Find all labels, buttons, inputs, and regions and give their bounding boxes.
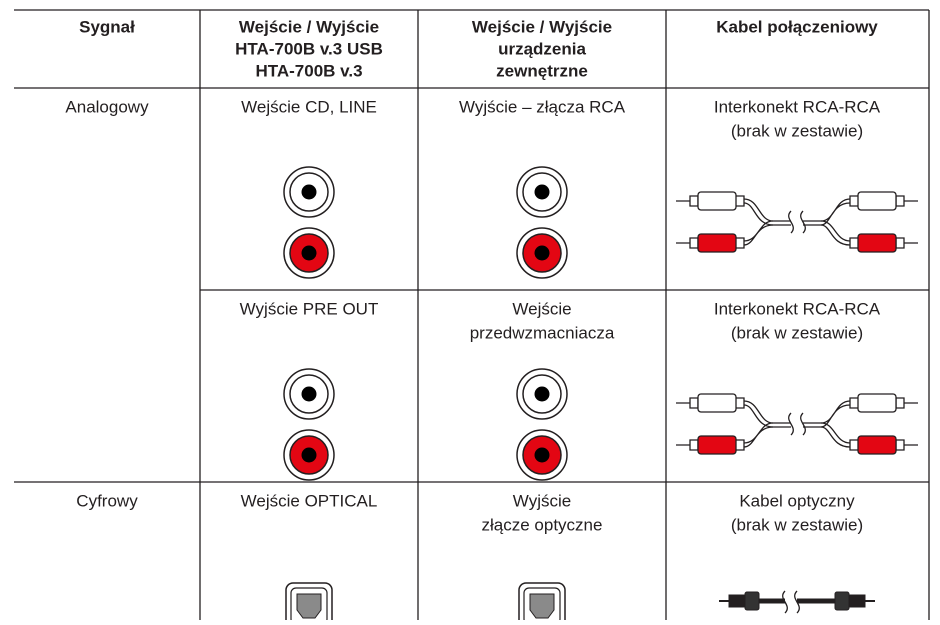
cable-cell: Interkonekt RCA-RCA bbox=[714, 299, 881, 318]
header-cell: Sygnał bbox=[79, 17, 135, 36]
input-cell: Wyjście PRE OUT bbox=[240, 299, 379, 318]
rca-jack-white bbox=[516, 166, 568, 218]
external-cell: przedwzmacniacza bbox=[470, 323, 615, 342]
rca-jack-red bbox=[516, 227, 568, 279]
rca-jack-white bbox=[516, 368, 568, 420]
rca-jack-white bbox=[283, 368, 335, 420]
header-cell: Wejście / Wyjście bbox=[472, 17, 612, 36]
header-cell: urządzenia bbox=[498, 39, 586, 58]
cable-cell: (brak w zestawie) bbox=[731, 121, 863, 140]
external-cell: złącze optyczne bbox=[482, 515, 603, 534]
table-grid bbox=[14, 9, 930, 620]
rca-cable bbox=[676, 394, 918, 454]
cable-cell: Kabel optyczny bbox=[739, 491, 855, 510]
rca-jack-red bbox=[516, 429, 568, 481]
external-cell: Wyjście bbox=[513, 491, 571, 510]
rca-jack-red bbox=[283, 429, 335, 481]
cable-cell: (brak w zestawie) bbox=[731, 323, 863, 342]
cable-cell: Interkonekt RCA-RCA bbox=[714, 97, 881, 116]
header-cell: Kabel połączeniowy bbox=[716, 17, 878, 36]
signal-cell: Analogowy bbox=[65, 97, 149, 116]
signal-cell: Cyfrowy bbox=[76, 491, 138, 510]
external-cell: Wejście bbox=[512, 299, 571, 318]
input-cell: Wejście CD, LINE bbox=[241, 97, 377, 116]
header-cell: zewnętrzne bbox=[496, 61, 588, 80]
optical-jack bbox=[518, 582, 566, 625]
optical-jack bbox=[285, 582, 333, 625]
header-cell: Wejście / Wyjście bbox=[239, 17, 379, 36]
rca-cable bbox=[676, 192, 918, 252]
external-cell: Wyjście – złącza RCA bbox=[459, 97, 626, 116]
rca-jack-white bbox=[283, 166, 335, 218]
input-cell: Wejście OPTICAL bbox=[241, 491, 378, 510]
cable-cell: (brak w zestawie) bbox=[731, 515, 863, 534]
header-cell: HTA-700B v.3 bbox=[255, 61, 362, 80]
header-cell: HTA-700B v.3 USB bbox=[235, 39, 383, 58]
rca-jack-red bbox=[283, 227, 335, 279]
optical-cable bbox=[719, 591, 875, 613]
